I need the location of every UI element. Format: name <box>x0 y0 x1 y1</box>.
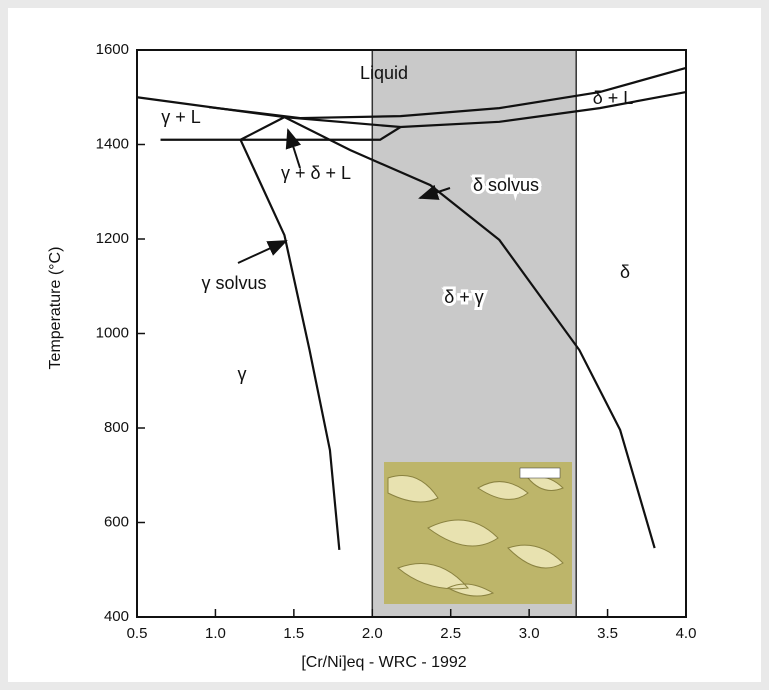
phase-boundary <box>239 139 341 551</box>
region-label: γ + δ + L <box>281 163 351 183</box>
x-tick-label: 2.5 <box>440 625 461 642</box>
phase-boundary <box>284 90 687 129</box>
y-tick-label: 600 <box>104 513 129 530</box>
region-label: δ + L <box>593 88 634 108</box>
x-tick-label: 0.5 <box>127 625 148 642</box>
region-label: Liquid <box>360 63 408 83</box>
chart: 0.5 1.0 1.5 2.0 2.5 3.0 3.5 4.0 400 600 800 1000 120… <box>47 41 697 671</box>
region-label: γ <box>238 364 247 384</box>
x-tick-label: 3.5 <box>597 625 618 642</box>
region-label: δ <box>620 262 630 282</box>
x-tick-label: 3.0 <box>519 625 540 642</box>
y-tick-label: 1600 <box>96 41 129 58</box>
micrograph-inset <box>384 462 572 604</box>
region-label: γ + L <box>161 107 201 127</box>
phase-boundary <box>160 126 402 141</box>
phase-boundary <box>240 116 285 141</box>
region-label: γ solvus <box>201 273 266 293</box>
y-tick-label: 400 <box>104 608 129 625</box>
region-label: δ solvus <box>473 175 539 195</box>
phase-boundary <box>283 116 656 549</box>
y-tick-label: 800 <box>104 419 129 436</box>
region-label: δ + γ <box>444 287 484 307</box>
panel: 0.5 1.0 1.5 2.0 2.5 3.0 3.5 4.0 400 600 800 1000 120… <box>8 8 761 682</box>
x-tick-label: 1.0 <box>205 625 226 642</box>
x-tick-label: 4.0 <box>676 625 697 642</box>
annotation-arrows <box>237 128 451 264</box>
x-tick-label: 1.5 <box>283 625 304 642</box>
x-tick-label: 2.0 <box>362 625 383 642</box>
y-tick-label: 1000 <box>96 324 129 341</box>
y-tick-label: 1200 <box>96 230 129 247</box>
y-tick-label: 1400 <box>96 135 129 152</box>
y-axis-label: Temperature (°C) <box>47 247 64 370</box>
x-axis-label: [Cr/Ni]eq - WRC - 1992 <box>301 654 466 671</box>
